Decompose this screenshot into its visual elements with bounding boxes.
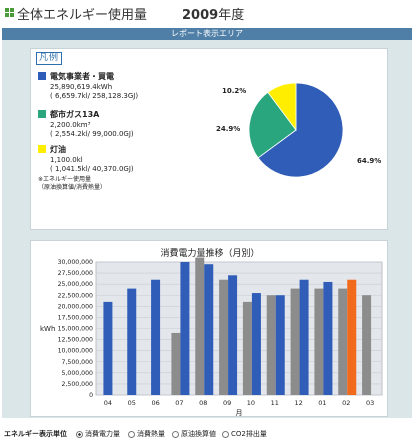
y-tick-label: 5,000,000 <box>62 370 94 377</box>
y-tick-label: 7,500,000 <box>62 359 94 366</box>
bar-current-11 <box>275 295 285 395</box>
x-axis-label: 月 <box>236 409 243 417</box>
bar-current-06 <box>151 279 161 395</box>
unit-option-co2[interactable]: CO2排出量 <box>222 429 267 439</box>
unit-option-power[interactable]: 消費電力量 <box>76 429 120 439</box>
bar-prev-07 <box>171 332 181 395</box>
unit-selector: エネルギー表示単位 消費電力量 消費熱量 原油換算値 CO2排出量 <box>0 424 420 443</box>
x-tick-label: 07 <box>175 399 183 407</box>
y-tick-label: 25,000,000 <box>58 281 93 288</box>
bar-prev-10 <box>242 301 252 395</box>
y-tick-label: 12,500,000 <box>58 337 93 344</box>
legend-swatch-electricity <box>38 72 46 80</box>
bar-current-09 <box>228 275 238 395</box>
legend-note-line2: （原油換算値/消費熱量） <box>38 184 107 191</box>
y-tick-label: 15,000,000 <box>58 326 93 333</box>
bar-prev-03 <box>362 295 372 395</box>
radio-power[interactable] <box>76 430 83 438</box>
bar-current-08 <box>204 264 214 395</box>
bar-current-01 <box>323 281 333 395</box>
fiscal-year: 2009年度 <box>182 4 244 23</box>
bar-current-04 <box>103 301 113 395</box>
y-tick-label: 27,500,000 <box>58 270 93 277</box>
unit-selector-label: エネルギー表示単位 <box>4 430 67 438</box>
x-tick-label: 12 <box>294 399 302 407</box>
x-tick-label: 11 <box>271 399 279 407</box>
bar-current-12 <box>299 279 309 395</box>
legend-title: 凡例 <box>36 52 63 65</box>
bar-prev-01 <box>314 288 324 395</box>
y-tick-label: 10,000,000 <box>58 348 93 355</box>
x-tick-label: 02 <box>342 399 350 407</box>
x-tick-label: 10 <box>247 399 255 407</box>
y-tick-label: 30,000,000 <box>58 259 93 266</box>
legend-name-kerosene: 灯油 <box>50 145 66 154</box>
unit-option-power-label: 消費電力量 <box>85 430 120 438</box>
y-tick-label: 22,500,000 <box>58 292 93 299</box>
page-title: 全体エネルギー使用量 <box>17 8 148 23</box>
year-suffix: 年度 <box>218 8 245 23</box>
bar-prev-02 <box>338 288 348 395</box>
legend-name-gas: 都市ガス13A <box>50 110 100 119</box>
legend-value-kerosene: 1,100.0kl <box>50 156 83 164</box>
pie-label-kerosene: 10.2% <box>222 87 247 95</box>
legend-note: ※エネルギー使用量 （原油換算値/消費熱量） <box>38 176 106 192</box>
y-tick-label: 17,500,000 <box>58 314 93 321</box>
bar-prev-08 <box>195 257 205 395</box>
bar-current-05 <box>127 288 137 395</box>
bar-current-02 <box>347 279 357 395</box>
x-tick-label: 09 <box>223 399 231 407</box>
bar-current-10 <box>251 293 261 395</box>
legend-swatch-gas <box>38 110 46 118</box>
pie-label-gas: 24.9% <box>216 125 241 133</box>
bar-prev-09 <box>219 279 229 395</box>
radio-co2[interactable] <box>222 430 229 438</box>
unit-option-crude[interactable]: 原油換算値 <box>172 429 216 439</box>
x-tick-label: 03 <box>366 399 374 407</box>
y-axis-label: kWh <box>40 325 55 333</box>
legend-value-gas: 2,200.0km³ <box>50 121 91 129</box>
legend-detail-electricity: ( 6,659.7kl/ 258,128.3GJ) <box>50 92 139 100</box>
bar-prev-11 <box>266 295 276 395</box>
report-area-bar: レポート表示エリア <box>2 28 412 40</box>
pie-label-electricity: 64.9% <box>357 157 382 165</box>
unit-option-heat[interactable]: 消費熱量 <box>128 429 165 439</box>
y-tick-label: 2,500,000 <box>62 381 94 388</box>
unit-option-co2-label: CO2排出量 <box>231 430 267 438</box>
x-tick-label: 05 <box>128 399 136 407</box>
year-value: 2009 <box>182 8 219 23</box>
x-tick-label: 08 <box>199 399 207 407</box>
radio-heat[interactable] <box>128 430 135 438</box>
grid-icon <box>5 8 14 17</box>
y-tick-label: 0 <box>89 392 93 399</box>
x-tick-label: 06 <box>151 399 159 407</box>
page-header: 全体エネルギー使用量 2009年度 <box>0 0 420 28</box>
bar-prev-12 <box>290 288 300 395</box>
chart-title: 消費電力量推移（月別） <box>160 249 260 259</box>
legend-value-electricity: 25,890,619.4kWh <box>50 83 113 91</box>
unit-option-heat-label: 消費熱量 <box>137 430 165 438</box>
unit-option-crude-label: 原油換算値 <box>181 430 216 438</box>
legend-note-line1: ※エネルギー使用量 <box>38 176 92 183</box>
x-tick-label: 01 <box>318 399 326 407</box>
y-tick-label: 20,000,000 <box>58 303 93 310</box>
legend-detail-gas: ( 2,554.2kl/ 99,000.0GJ) <box>50 130 134 138</box>
legend-detail-kerosene: ( 1,041.5kl/ 40,370.0GJ) <box>50 165 134 173</box>
x-tick-label: 04 <box>104 399 112 407</box>
legend-name-electricity: 電気事業者・買電 <box>50 72 114 81</box>
radio-crude[interactable] <box>172 430 179 438</box>
legend-swatch-kerosene <box>38 145 46 153</box>
bar-current-07 <box>180 262 190 395</box>
